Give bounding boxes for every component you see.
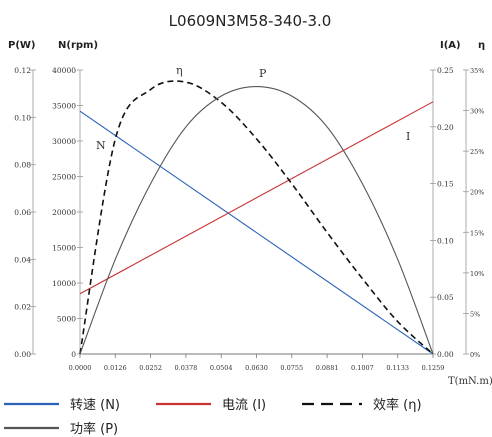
efficiency-axis-tick-label: 20% <box>470 189 484 197</box>
plot-series <box>79 80 434 355</box>
speed-axis-tick-label: 0 <box>71 350 76 359</box>
speed-axis-tick-label: 35000 <box>52 102 76 111</box>
chart-title: L0609N3M58-340-3.0 <box>169 12 332 30</box>
current-axis-tick-label: 0.05 <box>437 293 454 302</box>
x-axis-tick-label: 0.1259 <box>422 364 445 372</box>
x-axis-tick-label: 0.0504 <box>210 364 233 372</box>
power-curve-label: P <box>259 67 267 80</box>
efficiency-axis-tick-label: 5% <box>470 310 480 318</box>
x-axis-tick-label: 0.0252 <box>139 364 162 372</box>
speed-legend-label: 转速 (N) <box>70 398 120 413</box>
efficiency-axis-tick-label: 10% <box>470 270 484 278</box>
current-axis-tick-label: 0.00 <box>437 350 454 359</box>
efficiency-axis-tick-label: 35% <box>470 67 484 75</box>
current-axis-tick-label: 0.20 <box>437 123 454 132</box>
x-axis-tick-label: 0.0755 <box>280 364 303 372</box>
speed-axis-tick-label: 15000 <box>52 244 76 253</box>
power-series-line <box>79 86 434 355</box>
speed-axis-tick-label: 25000 <box>52 173 76 182</box>
current-axis-tick-label: 0.15 <box>437 180 454 189</box>
power-axis-tick-label: 0.06 <box>14 208 31 217</box>
x-axis-tick-label: 0.0000 <box>69 364 92 372</box>
efficiency-axis-tick-label: 0% <box>470 351 480 359</box>
current-axis-tick-label: 0.10 <box>437 236 454 245</box>
x-axis-tick-label: 0.0630 <box>245 364 268 372</box>
power-axis-tick-label: 0.04 <box>14 255 31 264</box>
speed-axis-label: N(rpm) <box>58 40 98 51</box>
efficiency-legend-label: 效率 (η) <box>373 397 422 413</box>
legend: 转速 (N) 电流 (I) 效率 (η) 功率 (P) <box>4 397 422 437</box>
efficiency-axis-tick-label: 30% <box>470 108 484 116</box>
speed-curve-label: N <box>96 139 106 152</box>
current-axis-tick-label: 0.25 <box>437 66 454 75</box>
x-axis-tick-label: 0.0881 <box>316 364 339 372</box>
axes <box>30 69 469 358</box>
efficiency-curve-label: η <box>176 64 183 77</box>
x-axis-tick-label: 0.0126 <box>104 364 127 372</box>
speed-axis-tick-label: 40000 <box>52 66 76 75</box>
efficiency-axis-label: η <box>478 40 485 51</box>
power-legend-label: 功率 (P) <box>70 421 118 437</box>
power-axis-label: P(W) <box>8 40 36 51</box>
power-axis-tick-label: 0.02 <box>14 303 31 312</box>
power-axis-tick-label: 0.12 <box>14 66 31 75</box>
current-curve-label: I <box>406 130 410 143</box>
efficiency-series-line <box>79 80 434 355</box>
current-axis-label: I(A) <box>440 40 461 51</box>
efficiency-axis-tick-label: 25% <box>470 148 484 156</box>
current-legend-label: 电流 (I) <box>222 398 266 413</box>
power-axis-tick-label: 0.10 <box>14 113 31 122</box>
speed-axis-tick-label: 10000 <box>52 279 76 288</box>
speed-axis-tick-label: 30000 <box>52 137 76 146</box>
speed-axis-tick-label: 20000 <box>52 208 76 217</box>
current-series-line <box>79 101 434 295</box>
power-axis-tick-label: 0.00 <box>14 350 31 359</box>
curve-labels: Nη P I <box>96 64 410 152</box>
x-axis-tick-label: 0.0378 <box>175 364 198 372</box>
x-axis-tick-label: 0.1007 <box>351 364 374 372</box>
tick-labels: 0.00 0.02 0.04 0.06 0.08 0.10 0.12 0 5000 10000 15… <box>14 66 484 372</box>
x-axis-tick-label: 0.1133 <box>386 364 409 372</box>
efficiency-axis-tick-label: 15% <box>470 229 484 237</box>
x-axis-label: T(mN.m) <box>448 376 492 387</box>
speed-axis-tick-label: 5000 <box>57 315 76 324</box>
power-axis-tick-label: 0.08 <box>14 161 31 170</box>
speed-series-line <box>79 110 434 355</box>
